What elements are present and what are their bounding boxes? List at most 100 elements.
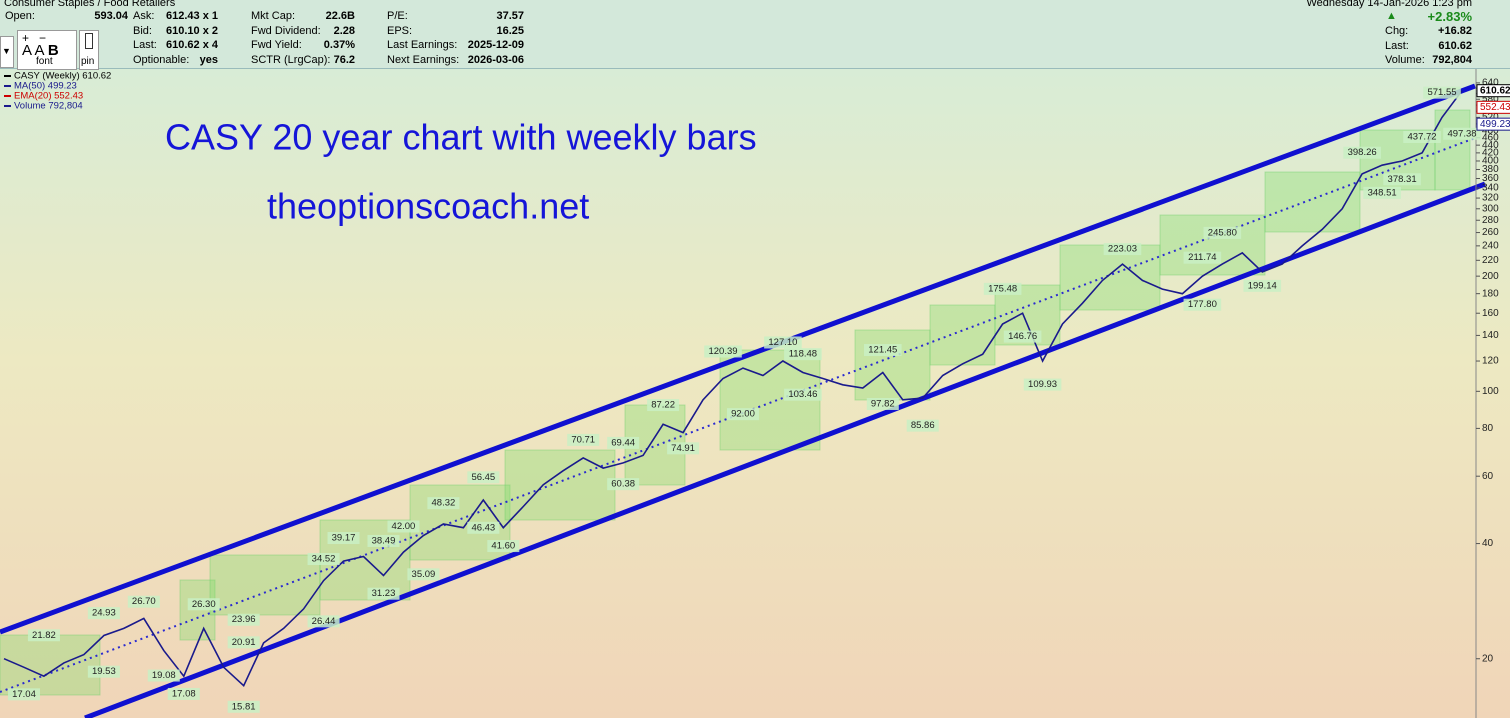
plot-background: [0, 68, 1510, 718]
annotation-box: [1183, 251, 1222, 264]
field-label: Last Earnings:: [387, 39, 458, 51]
annotation-label: 60.38: [611, 479, 635, 490]
annotation-box: [167, 687, 200, 700]
field-value: 612.43 x 1: [166, 10, 218, 22]
annotation-box: [327, 532, 360, 545]
annotation-box: [1243, 279, 1282, 292]
annotation-label: 223.03: [1108, 244, 1137, 255]
annotation-box: [227, 613, 260, 626]
annotation-box: [1383, 173, 1421, 186]
annotation-label: 26.44: [312, 616, 336, 627]
annotation-label: 20.91: [232, 637, 256, 648]
field-value: 16.25: [496, 24, 524, 37]
field-label: Fwd Dividend:: [251, 24, 321, 37]
annotation-box: [607, 436, 640, 449]
annotation-label: 87.22: [651, 400, 675, 411]
annotation-box: [227, 636, 260, 649]
y-tick-label: 200: [1482, 271, 1499, 282]
annotation-label: 211.74: [1188, 252, 1216, 263]
y-tick-label: 240: [1482, 240, 1499, 251]
price-marker-label: 552.43: [1480, 102, 1510, 113]
field-value: 593.04: [94, 10, 128, 22]
annotation-box: [784, 348, 822, 361]
annotation-box: [7, 688, 40, 701]
annotation-box: [147, 669, 180, 682]
annotation-label: 15.81: [232, 701, 256, 712]
annotation-label: 120.39: [708, 346, 737, 357]
annotation-box: [983, 282, 1022, 295]
annotation-label: 19.08: [152, 670, 176, 681]
y-tick-label: 120: [1482, 356, 1499, 367]
y-tick-label: 640: [1482, 78, 1499, 89]
annotation-label: 39.17: [332, 533, 356, 544]
y-tick-label: 60: [1482, 471, 1494, 482]
annotation-label: 69.44: [611, 437, 635, 448]
y-tick-label: 160: [1482, 308, 1499, 319]
change-pct: +2.83%: [1427, 9, 1472, 24]
y-tick-label: 420: [1482, 148, 1499, 159]
y-tick-label: 300: [1482, 203, 1499, 214]
field-value: 0.37%: [323, 39, 355, 51]
annotation-box: [387, 520, 420, 533]
annotation-label: 199.14: [1248, 280, 1277, 291]
annotation-label: 97.82: [871, 398, 895, 409]
y-tick-label: 180: [1482, 288, 1499, 299]
annotation-box: [906, 419, 939, 432]
annotation-box: [367, 587, 400, 600]
up-arrow: ▲: [1386, 10, 1397, 22]
font-button[interactable]: + − A A B font: [17, 30, 77, 70]
annotation-box: [27, 629, 60, 642]
annotation-box: [467, 521, 500, 534]
annotation-label: 35.09: [412, 569, 436, 580]
header: Consumer Staples / Food Retailers Wednes…: [0, 0, 1510, 70]
field-label: SCTR (LrgCap):: [251, 53, 331, 66]
field-label: Last:: [133, 39, 157, 51]
annotation-box: [1183, 298, 1222, 311]
field-label: Chg:: [1385, 25, 1409, 37]
price-marker: [1476, 100, 1510, 114]
price-line: [3, 90, 1463, 688]
annotation-label: 41.60: [491, 541, 515, 552]
annotation-box: [1363, 186, 1401, 199]
chart-title: CASY 20 year chart with weekly bars: [165, 117, 757, 158]
annotation-box: [1403, 131, 1441, 144]
annotation-box: [726, 408, 759, 421]
y-tick-label: 520: [1482, 112, 1499, 123]
field-value: 2026-03-06: [467, 53, 524, 66]
field-value: 610.10 x 2: [166, 24, 218, 37]
field-value: 76.2: [333, 53, 355, 66]
annotation-label: 48.32: [432, 498, 456, 509]
breadcrumb: Consumer Staples / Food Retailers: [4, 0, 176, 9]
y-tick-label: 480: [1482, 125, 1499, 136]
annotation-label: 118.48: [789, 349, 817, 360]
annotation-box: [227, 700, 260, 713]
annotation-box: [187, 598, 220, 611]
field-value: 610.62 x 4: [166, 39, 218, 51]
annotation-label: 38.49: [372, 535, 396, 546]
annotation-box: [1423, 86, 1461, 99]
annotation-box: [1203, 226, 1242, 239]
y-tick-label: 580: [1482, 94, 1499, 105]
annotation-label: 146.76: [1008, 331, 1037, 342]
annotation-label: 42.00: [392, 521, 416, 532]
annotation-box: [667, 442, 700, 455]
field-label: Next Earnings:: [387, 53, 460, 66]
field-value: yes: [199, 53, 218, 66]
pin-button[interactable]: pin: [79, 30, 99, 70]
dropdown[interactable]: ▼: [0, 36, 14, 68]
annotation-box: [784, 388, 822, 401]
price-marker: [1476, 84, 1510, 98]
field-label: Ask:: [133, 10, 155, 22]
annotation-box: [1343, 146, 1381, 159]
field-label: Fwd Yield:: [251, 39, 302, 51]
annotation-label: 31.23: [372, 588, 396, 599]
field-label: Open:: [5, 10, 35, 22]
pin-label: pin: [81, 56, 95, 67]
y-tick-label: 140: [1482, 330, 1499, 341]
y-tick-label: 320: [1482, 193, 1499, 204]
annotation-label: 92.00: [731, 409, 755, 420]
annotation-box: [866, 397, 899, 410]
field-value: +16.82: [1438, 25, 1472, 37]
annotation-box: [487, 540, 520, 553]
annotation-label: 398.26: [1348, 147, 1377, 158]
